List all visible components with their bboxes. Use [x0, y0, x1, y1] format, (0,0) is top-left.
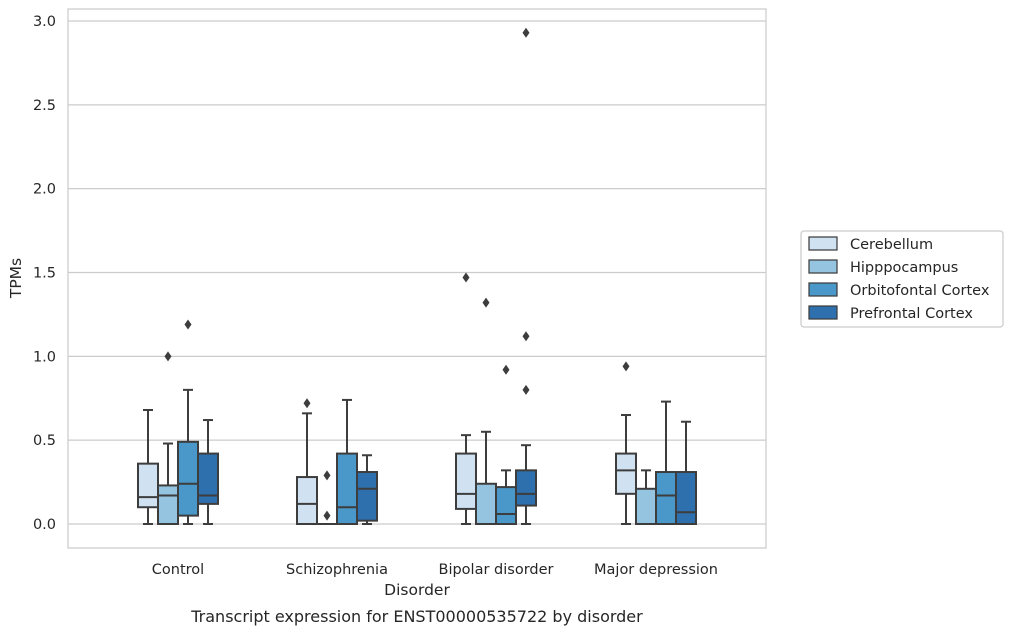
y-tick-label: 2.0 [33, 182, 56, 198]
legend-label: Cerebellum [850, 237, 933, 253]
legend: Cerebellum Hipppocampus Orbitofontal Corte… [800, 230, 1004, 328]
outlier-point [164, 351, 172, 362]
outlier-point [323, 470, 331, 481]
x-tick-label: Bipolar disorder [439, 562, 554, 578]
outlier-point [303, 398, 311, 409]
y-tick-label: 0.5 [33, 433, 56, 449]
box-hipppocampus [635, 469, 657, 526]
box-hipppocampus [475, 297, 497, 526]
legend-frame [800, 230, 1004, 328]
outlier-point [184, 319, 192, 330]
legend-label: Orbitofontal Cortex [850, 283, 990, 299]
box-cerebellum [615, 361, 637, 525]
box-body [177, 440, 199, 517]
box-body [495, 486, 517, 526]
outlier-point [522, 384, 530, 395]
x-tick-label: Major depression [594, 562, 718, 578]
box-cerebellum [137, 408, 159, 525]
x-tick-labels: Control Schizophrenia Bipolar disorder Majo… [152, 562, 718, 578]
y-tick-label: 0.0 [33, 517, 56, 533]
outlier-point [522, 27, 530, 38]
y-tick-label: 2.5 [33, 98, 56, 114]
box-body [615, 452, 637, 495]
box-body [157, 484, 179, 526]
box-body [675, 471, 697, 526]
box-hipppocampus [317, 470, 337, 525]
box-body [356, 471, 378, 522]
box-prefrontal-cortex [675, 420, 697, 526]
box-prefrontal-cortex [515, 27, 537, 525]
legend-swatch [808, 305, 838, 320]
x-axis-label: Disorder [384, 581, 450, 599]
box-orbitofontal-cortex [655, 400, 677, 526]
legend-swatch [808, 236, 838, 251]
box-body [137, 462, 159, 509]
outlier-point [622, 361, 630, 372]
box-orbitofontal-cortex [495, 364, 517, 526]
y-tick-label: 1.0 [33, 349, 56, 365]
box-prefrontal-cortex [356, 454, 378, 525]
outlier-point [462, 272, 470, 283]
legend-swatch [808, 282, 838, 297]
legend-label: Prefrontal Cortex [850, 306, 973, 322]
box-orbitofontal-cortex [336, 398, 358, 525]
y-tick-labels: 0.0 0.5 1.0 1.5 2.0 2.5 3.0 [33, 14, 56, 533]
box-plot-marks [137, 27, 697, 526]
x-tick-label: Schizophrenia [286, 562, 388, 578]
outlier-point [522, 331, 530, 342]
box-body [296, 476, 318, 526]
outlier-point [323, 510, 331, 521]
box-body [635, 487, 657, 526]
chart-caption: Transcript expression for ENST0000053572… [190, 607, 643, 626]
box-body [655, 471, 677, 526]
box-hipppocampus [157, 351, 179, 526]
legend-swatch [808, 259, 838, 274]
plot-frame [67, 8, 767, 549]
box-orbitofontal-cortex [177, 319, 199, 525]
legend-label: Hipppocampus [850, 260, 958, 276]
box-body [455, 452, 477, 510]
box-prefrontal-cortex [197, 419, 219, 525]
box-body [197, 452, 219, 505]
box-body [475, 482, 497, 526]
y-gridlines [68, 20, 766, 525]
outlier-point [482, 297, 490, 308]
y-tick-label: 1.5 [33, 266, 56, 282]
outlier-point [502, 364, 510, 375]
box-cerebellum [296, 398, 318, 526]
box-body [515, 469, 537, 507]
x-tick-label: Control [152, 562, 204, 578]
box-body [336, 452, 358, 525]
y-axis-label: TPMs [7, 258, 25, 299]
box-cerebellum [455, 272, 477, 525]
y-tick-label: 3.0 [33, 14, 56, 30]
